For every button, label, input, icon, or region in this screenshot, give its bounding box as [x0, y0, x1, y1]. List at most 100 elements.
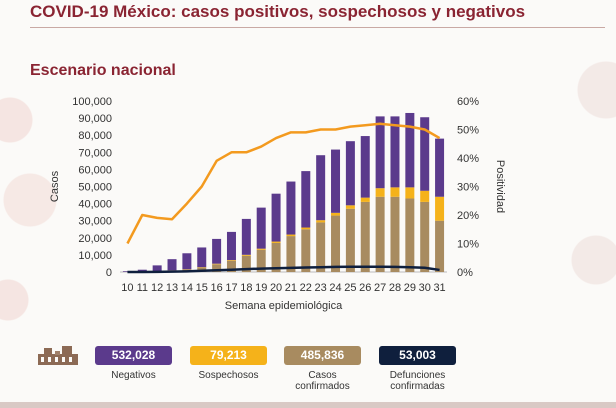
chart-svg: 0 10,000 20,000 30,000 40,000 50,000 60,000 70,… [49, 96, 506, 312]
line-positividad [126, 122, 441, 245]
y2-tick-label: 10% [457, 239, 479, 251]
bar-negativos [360, 136, 370, 198]
bar-negativos [152, 265, 162, 272]
bar-confirmados [331, 215, 341, 272]
y-tick-label: 70,000 [78, 147, 112, 159]
bar-negativos [197, 247, 207, 268]
background-decoration-right [546, 0, 616, 408]
y-tick-label: 10,000 [78, 250, 112, 262]
y-tick-label: 90,000 [78, 113, 112, 125]
bar-sospechosos [405, 187, 415, 199]
bar-sospechosos [286, 234, 296, 237]
y-tick-label: 30,000 [78, 216, 112, 228]
bar-confirmados [241, 255, 251, 272]
x-tick-label: 23 [315, 282, 327, 294]
bar-sospechosos [360, 197, 370, 202]
x-tick-label: 21 [285, 282, 297, 294]
bar-negativos [345, 141, 355, 206]
bar-sospechosos [435, 196, 445, 221]
bar-negativos [390, 116, 400, 188]
x-tick-label: 16 [210, 282, 222, 294]
bar-confirmados [226, 260, 236, 272]
summary-negativos-label: Negativos [111, 370, 156, 381]
y-tick-label: 40,000 [78, 199, 112, 211]
bar-sospechosos [301, 227, 311, 230]
bar-negativos [271, 193, 281, 242]
bar-negativos [420, 117, 430, 191]
summary-negativos-value: 532,028 [95, 346, 172, 365]
x-tick-label: 20 [270, 282, 282, 294]
x-tick-label: 17 [225, 282, 237, 294]
summary-defunciones-value: 53,003 [379, 346, 456, 365]
bar-negativos [435, 138, 445, 197]
building-logo-icon [38, 346, 78, 365]
bar-negativos [316, 155, 326, 221]
x-tick-label: 26 [359, 282, 371, 294]
y-axis-title: Casos [49, 170, 61, 202]
x-tick-label: 13 [166, 282, 178, 294]
bar-negativos [137, 269, 147, 272]
x-tick-label: 19 [255, 282, 267, 294]
summary-sospechosos: 79,213 Sospechosos [190, 346, 267, 381]
x-tick-label: 10 [121, 282, 133, 294]
bar-sospechosos [390, 187, 400, 197]
bar-confirmados [345, 208, 355, 272]
bar-negativos [286, 181, 296, 235]
summary-sospechosos-value: 79,213 [190, 346, 267, 365]
chart-subtitle: Escenario nacional [30, 62, 176, 79]
x-tick-label: 27 [374, 282, 386, 294]
y2-tick-label: 50% [457, 125, 479, 137]
bar-confirmados [212, 264, 222, 272]
bar-confirmados [316, 222, 326, 272]
y-tick-label: 50,000 [78, 182, 112, 194]
bar-negativos [182, 253, 192, 270]
page-title: COVID-19 México: casos positivos, sospec… [30, 2, 526, 21]
bar-sospechosos [226, 260, 236, 261]
y2-tick-label: 60% [457, 96, 479, 108]
y-tick-label: 60,000 [78, 164, 112, 176]
x-tick-label: 30 [419, 282, 431, 294]
y-tick-label: 80,000 [78, 130, 112, 142]
x-tick-label: 29 [404, 282, 416, 294]
summary-confirmados-value: 485,836 [284, 346, 361, 365]
bar-sospechosos [212, 263, 222, 265]
x-tick-label: 18 [240, 282, 252, 294]
bar-negativos [241, 218, 251, 255]
bar-sospechosos [271, 241, 281, 243]
y2-axis-title: Positividad [494, 160, 506, 213]
x-tick-label: 15 [196, 282, 208, 294]
x-tick-label: 22 [300, 282, 312, 294]
bar-negativos [301, 171, 311, 228]
bar-confirmados [420, 201, 430, 272]
footer-source-bar [0, 402, 616, 408]
bar-sospechosos [331, 212, 341, 216]
bar-sospechosos [345, 205, 355, 209]
y2-tick-label: 20% [457, 210, 479, 222]
summary-confirmados-label: Casos confirmados [295, 370, 350, 392]
x-tick-label: 11 [137, 282, 148, 294]
bar-confirmados [360, 201, 370, 272]
bar-sospechosos [256, 248, 266, 250]
x-tick-label: 25 [344, 282, 356, 294]
y-tick-label: 20,000 [78, 233, 112, 245]
y2-tick-label: 0% [457, 267, 473, 279]
summary-defunciones: 53,003 Defunciones confirmadas [379, 346, 456, 392]
bar-negativos [405, 112, 415, 188]
x-tick-label: 12 [151, 282, 163, 294]
bar-negativos [375, 116, 385, 189]
bar-sospechosos [375, 188, 385, 197]
background-decoration-left [0, 0, 60, 408]
bar-confirmados [256, 249, 266, 272]
summary-sospechosos-label: Sospechosos [198, 370, 259, 381]
bar-sospechosos [420, 190, 430, 202]
bar-confirmados [405, 198, 415, 272]
bar-negativos [331, 149, 341, 213]
x-tick-label: 24 [329, 282, 341, 294]
bar-confirmados [301, 229, 311, 272]
y-tick-label: 100,000 [72, 96, 112, 108]
x-tick-label: 28 [389, 282, 401, 294]
bar-negativos [167, 259, 177, 271]
line-defunciones [127, 265, 440, 274]
bar-confirmados [390, 196, 400, 272]
summary-defunciones-label: Defunciones confirmadas [389, 370, 446, 392]
